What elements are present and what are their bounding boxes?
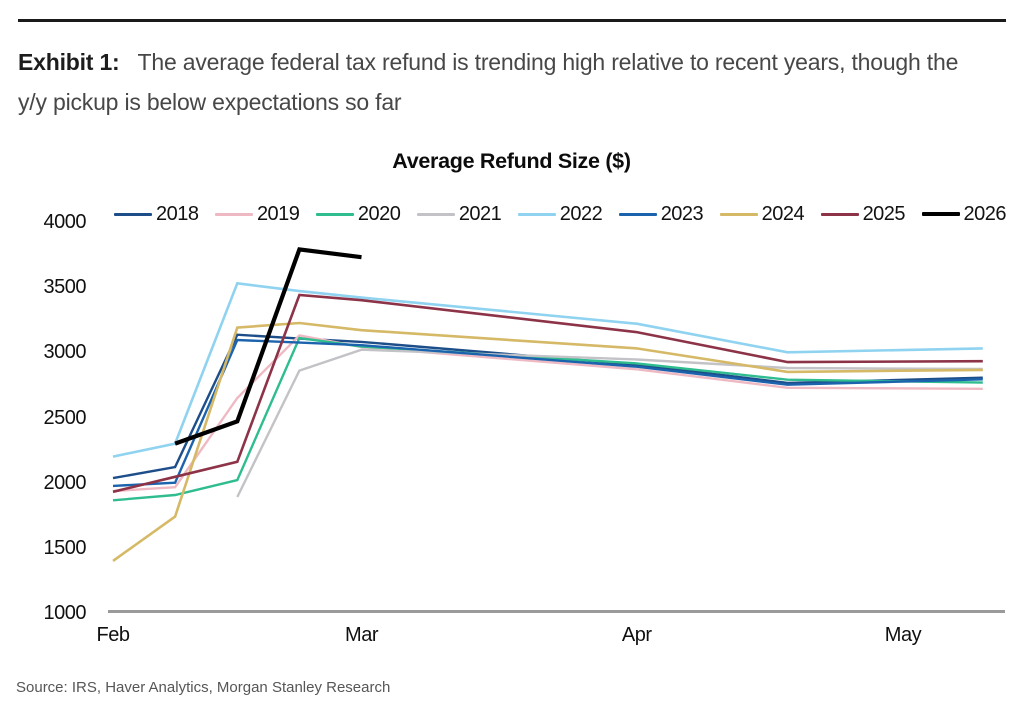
legend: 2018 2019 2020 2021 2022 2023 2024 2025 2026 bbox=[114, 201, 1006, 227]
legend-swatch-2025 bbox=[820, 212, 859, 216]
series-line-2022 bbox=[112, 281, 983, 458]
legend-swatch-2026 bbox=[921, 212, 960, 216]
exhibit-heading: Exhibit 1: The average federal tax refund… bbox=[18, 42, 990, 122]
chart-title: Average Refund Size ($) bbox=[392, 149, 631, 173]
legend-label-2026: 2026 bbox=[963, 202, 1007, 225]
legend-swatch-2022 bbox=[517, 212, 556, 216]
series-line-2025 bbox=[112, 293, 983, 494]
legend-swatch-2024 bbox=[719, 212, 758, 216]
legend-label-2022: 2022 bbox=[559, 202, 603, 225]
y-tick-4000: 4000 bbox=[43, 211, 87, 233]
legend-item-2021: 2021 bbox=[416, 202, 502, 226]
legend-label-2020: 2020 bbox=[357, 202, 401, 225]
y-tick-1500: 1500 bbox=[43, 536, 87, 559]
top-divider bbox=[18, 19, 1006, 22]
legend-label-2021: 2021 bbox=[458, 202, 502, 225]
series-line-2024 bbox=[112, 321, 983, 562]
legend-label-2018: 2018 bbox=[156, 202, 199, 225]
series-line-2020 bbox=[112, 336, 983, 502]
legend-item-2019: 2019 bbox=[214, 202, 300, 226]
legend-item-2020: 2020 bbox=[315, 202, 401, 226]
series-line-2026 bbox=[174, 247, 362, 446]
legend-item-2024: 2024 bbox=[719, 202, 805, 226]
legend-label-2023: 2023 bbox=[660, 202, 704, 225]
y-tick-3000: 3000 bbox=[43, 341, 87, 364]
legend-item-2023: 2023 bbox=[618, 202, 704, 226]
x-tick-apr: Apr bbox=[621, 624, 652, 646]
legend-item-2025: 2025 bbox=[820, 202, 906, 226]
legend-label-2019: 2019 bbox=[256, 202, 300, 225]
legend-item-2018: 2018 bbox=[114, 203, 199, 226]
x-tick-feb: Feb bbox=[96, 624, 130, 646]
y-tick-2500: 2500 bbox=[43, 406, 87, 429]
legend-swatch-2021 bbox=[416, 212, 455, 216]
legend-swatch-2019 bbox=[214, 212, 253, 216]
x-axis-line bbox=[108, 610, 1005, 613]
legend-label-2024: 2024 bbox=[761, 202, 805, 225]
series-line-2023 bbox=[112, 338, 983, 488]
legend-swatch-2023 bbox=[618, 212, 657, 216]
series-line-2021 bbox=[236, 348, 983, 498]
y-tick-3500: 3500 bbox=[43, 276, 87, 299]
x-tick-mar: Mar bbox=[345, 624, 378, 646]
legend-item-2022: 2022 bbox=[517, 202, 603, 226]
x-tick-may: May bbox=[884, 624, 922, 646]
exhibit-label: Exhibit 1: bbox=[18, 49, 120, 75]
legend-swatch-2020 bbox=[315, 212, 354, 216]
legend-swatch-2018 bbox=[114, 212, 152, 216]
legend-item-2026: 2026 bbox=[921, 202, 1007, 226]
y-tick-1000: 1000 bbox=[43, 602, 87, 624]
exhibit-title-text: The average federal tax refund is trendi… bbox=[18, 49, 959, 115]
y-tick-2000: 2000 bbox=[43, 471, 87, 494]
source-note: Source: IRS, Haver Analytics, Morgan Sta… bbox=[16, 679, 391, 696]
legend-label-2025: 2025 bbox=[862, 202, 906, 225]
